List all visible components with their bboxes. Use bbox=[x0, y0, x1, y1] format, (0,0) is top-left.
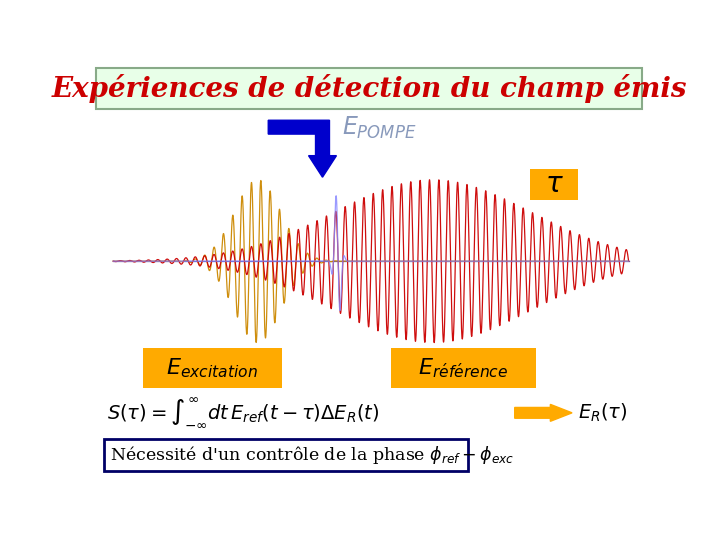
Polygon shape bbox=[269, 120, 336, 177]
Text: Expériences de détection du champ émis: Expériences de détection du champ émis bbox=[51, 74, 687, 103]
FancyBboxPatch shape bbox=[391, 348, 536, 388]
Text: $E_{r\acute{e}f\acute{e}rence}$: $E_{r\acute{e}f\acute{e}rence}$ bbox=[418, 356, 509, 380]
FancyBboxPatch shape bbox=[143, 348, 282, 388]
Text: $E_{excitation}$: $E_{excitation}$ bbox=[166, 356, 258, 380]
Text: Nécessité d'un contrôle de la phase $\phi_{ref} - \phi_{exc}$: Nécessité d'un contrôle de la phase $\ph… bbox=[110, 444, 515, 466]
Text: $\tau$: $\tau$ bbox=[545, 171, 564, 198]
Polygon shape bbox=[515, 404, 572, 421]
FancyBboxPatch shape bbox=[96, 68, 642, 110]
Text: $E_{POMPE}$: $E_{POMPE}$ bbox=[342, 115, 416, 141]
FancyBboxPatch shape bbox=[104, 439, 468, 471]
Text: $E_R(\tau)$: $E_R(\tau)$ bbox=[578, 402, 628, 424]
Text: $S(\tau) = \int_{-\infty}^{\infty} dt\,E_{ref}(t-\tau)\Delta E_R(t)$: $S(\tau) = \int_{-\infty}^{\infty} dt\,E… bbox=[107, 396, 379, 429]
FancyBboxPatch shape bbox=[530, 168, 578, 200]
